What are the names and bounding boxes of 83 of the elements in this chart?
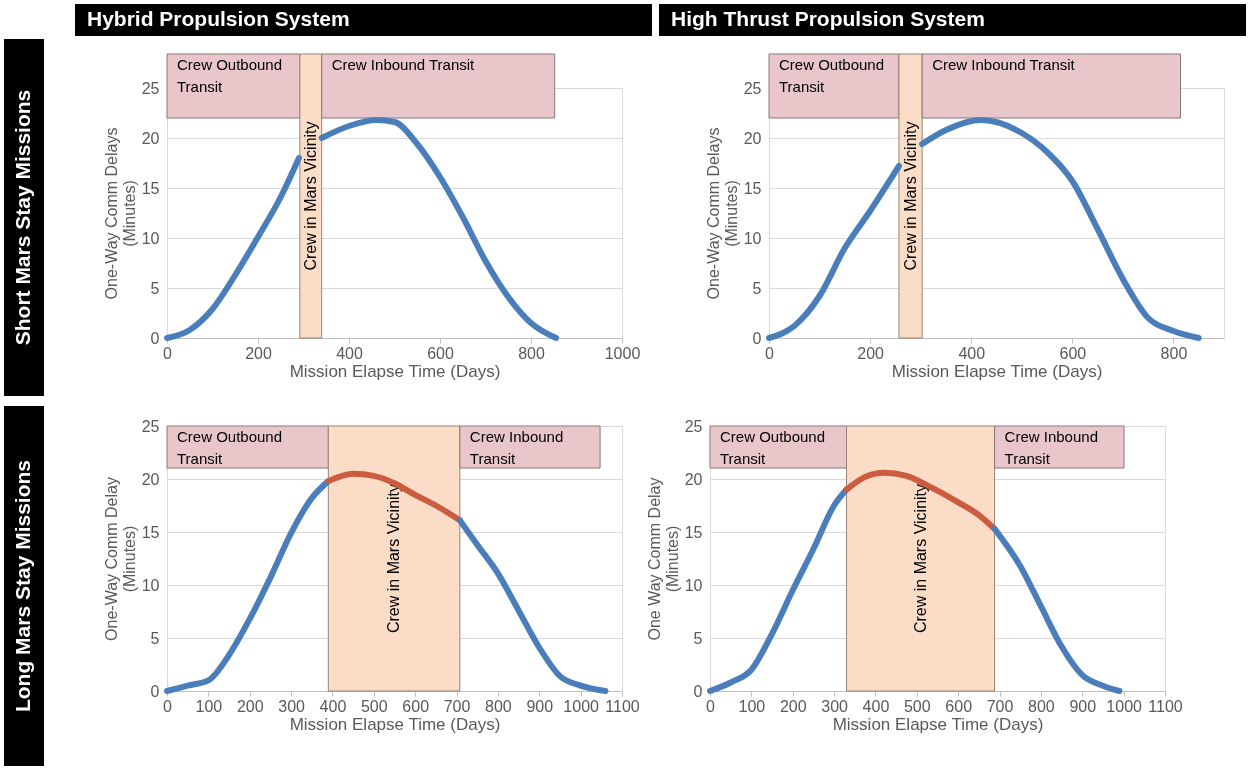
- y-axis-title: One-Way Comm Delays (Minutes): [102, 127, 138, 300]
- y-tick-label: 20: [684, 470, 703, 488]
- x-tick-label: 600: [427, 344, 454, 362]
- x-tick-label: 1000: [563, 697, 600, 715]
- y-axis-title: One-Way Comm Delay (Minutes): [102, 477, 138, 641]
- y-tick-label: 20: [141, 129, 160, 147]
- y-tick-label: 25: [684, 417, 703, 435]
- x-tick-label: 600: [945, 697, 973, 715]
- y-tick-label: 15: [141, 523, 160, 541]
- band-label: Crew Inbound Transit: [469, 428, 564, 467]
- x-tick-label: 600: [1059, 344, 1087, 362]
- x-tick-label: 800: [1028, 697, 1055, 715]
- x-tick-label: 400: [862, 697, 890, 715]
- y-tick-label: 10: [141, 576, 160, 594]
- x-axis-title: Mission Elapse Time (Days): [832, 714, 1044, 734]
- text: Long Mars Stay Missions: [11, 459, 34, 713]
- y-tick-label: 0: [752, 329, 762, 347]
- x-tick-label: 300: [278, 697, 306, 715]
- x-tick-label: 200: [857, 344, 885, 362]
- band-label: Crew Outbound Transit: [177, 56, 283, 95]
- x-tick-label: 100: [195, 697, 223, 715]
- x-tick-label: 400: [958, 344, 986, 362]
- band-label: Crew Outbound Transit: [779, 56, 885, 95]
- band-label: Crew Outbound Transit: [720, 428, 826, 467]
- band-label: Crew in Mars Vicinity: [301, 121, 319, 271]
- text: Short Mars Stay Missions: [11, 89, 34, 346]
- x-tick-label: 900: [1069, 697, 1097, 715]
- y-tick-label: 10: [743, 229, 762, 247]
- x-tick-label: 200: [245, 344, 272, 362]
- y-tick-label: 10: [141, 229, 160, 247]
- y-tick-label: 25: [141, 417, 160, 435]
- y-tick-label: 20: [141, 470, 160, 488]
- x-tick-label: 900: [526, 697, 554, 715]
- x-tick-label: 0: [163, 697, 173, 715]
- x-axis-title: Mission Elapse Time (Days): [891, 361, 1103, 381]
- x-tick-label: 500: [903, 697, 931, 715]
- y-tick-label: 0: [150, 682, 160, 700]
- y-tick-label: 0: [150, 329, 160, 347]
- x-tick-label: 400: [319, 697, 347, 715]
- y-tick-label: 15: [684, 523, 703, 541]
- x-tick-label: 500: [360, 697, 388, 715]
- x-tick-label: 200: [236, 697, 264, 715]
- band-label: Crew Inbound Transit: [331, 56, 476, 73]
- x-tick-label: 800: [1160, 344, 1188, 362]
- x-tick-label: 1000: [1106, 697, 1143, 715]
- x-tick-label: 600: [402, 697, 430, 715]
- band-label: Crew Inbound Transit: [1004, 428, 1098, 467]
- x-tick-label: 1000: [604, 344, 641, 362]
- x-tick-label: 0: [765, 344, 775, 362]
- x-tick-label: 1100: [605, 697, 640, 715]
- x-axis-title: Mission Elapse Time (Days): [289, 714, 501, 734]
- band-label: Crew Inbound Transit: [932, 56, 1076, 73]
- y-axis-title: One Way Comm Delay (Minutes): [645, 477, 681, 641]
- band-label: Crew in Mars Vicinity: [911, 483, 929, 634]
- x-tick-label: 800: [518, 344, 545, 362]
- y-tick-label: 25: [743, 79, 762, 97]
- band-label: Crew in Mars Vicinity: [901, 121, 919, 271]
- y-tick-label: 15: [141, 179, 160, 197]
- y-tick-label: 10: [684, 576, 703, 594]
- band-label: Crew Outbound Transit: [177, 428, 283, 467]
- x-tick-label: 0: [706, 697, 716, 715]
- x-tick-label: 1100: [1148, 697, 1183, 715]
- band-label: Crew in Mars Vicinity: [385, 483, 403, 634]
- y-tick-label: 5: [150, 279, 160, 297]
- y-tick-label: 20: [743, 129, 762, 147]
- y-tick-label: 15: [743, 179, 762, 197]
- x-tick-label: 200: [779, 697, 807, 715]
- y-tick-label: 5: [150, 629, 160, 647]
- x-tick-label: 400: [336, 344, 363, 362]
- y-axis-title: One-Way Comm Delays (Minutes): [704, 127, 740, 300]
- x-tick-label: 700: [986, 697, 1014, 715]
- x-tick-label: 800: [485, 697, 512, 715]
- x-tick-label: 700: [443, 697, 471, 715]
- x-tick-label: 300: [821, 697, 849, 715]
- y-tick-label: 25: [141, 79, 160, 97]
- x-tick-label: 100: [738, 697, 766, 715]
- x-tick-label: 0: [163, 344, 173, 362]
- y-tick-label: 5: [693, 629, 703, 647]
- y-tick-label: 0: [693, 682, 703, 700]
- x-axis-title: Mission Elapse Time (Days): [289, 361, 501, 381]
- y-tick-label: 5: [752, 279, 762, 297]
- chart-title: Hybrid Propulsion System: [87, 7, 350, 30]
- chart-title: High Thrust Propulsion System: [671, 7, 985, 30]
